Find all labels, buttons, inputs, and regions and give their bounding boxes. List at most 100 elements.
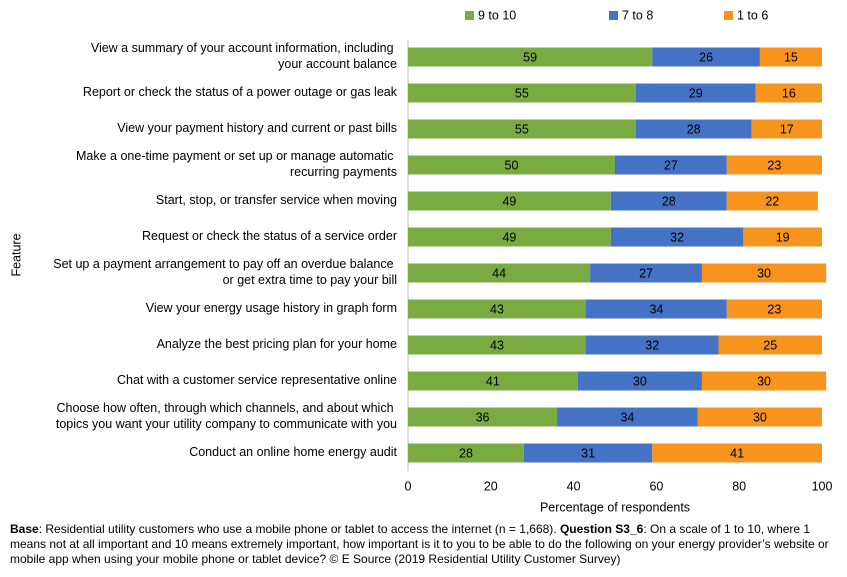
x-tick-label: 0: [405, 479, 412, 493]
y-tick-label: Conduct an online home energy audit: [189, 445, 397, 459]
bar-segment: [755, 83, 822, 103]
bar-segment: [701, 371, 827, 391]
y-axis-title: Feature: [9, 233, 23, 276]
bar-segment: [408, 263, 591, 283]
y-tick-label: Chat with a customer service representat…: [117, 373, 397, 387]
bar-segment: [590, 263, 702, 283]
bar-segment: [408, 47, 653, 67]
y-tick-label: Set up a payment arrangement to pay off …: [53, 257, 397, 287]
bar-segment: [652, 47, 760, 67]
data-label: 22: [765, 194, 779, 208]
bar-segment: [610, 227, 744, 247]
bar-segment: [759, 47, 822, 67]
data-label: 28: [662, 194, 676, 208]
bar-segment: [408, 227, 611, 247]
data-label: 30: [753, 410, 767, 424]
bar-segment: [523, 443, 653, 463]
data-label: 28: [687, 122, 701, 136]
data-label: 49: [502, 230, 516, 244]
bar-segment: [557, 407, 698, 427]
data-label: 30: [757, 266, 771, 280]
data-label: 41: [730, 446, 744, 460]
data-label: 30: [633, 374, 647, 388]
bar-segment: [718, 335, 822, 355]
bar-segment: [408, 119, 636, 139]
legend-swatch: [465, 11, 474, 20]
bar-segment: [610, 191, 727, 211]
y-tick-label: Analyze the best pricing plan for your h…: [157, 337, 397, 351]
data-label: 50: [505, 158, 519, 172]
data-label: 44: [492, 266, 506, 280]
data-label: 34: [649, 302, 663, 316]
legend-swatch: [609, 11, 618, 20]
bar-segment: [726, 299, 822, 319]
x-tick-label: 80: [732, 479, 746, 493]
y-tick-label: Choose how often, through which channels…: [56, 401, 397, 431]
bar-segment: [635, 83, 756, 103]
bar-segment: [652, 443, 822, 463]
bar-segment: [635, 119, 752, 139]
data-label: 19: [776, 230, 790, 244]
y-tick-label: Request or check the status of a service…: [142, 229, 397, 243]
data-label: 28: [459, 446, 473, 460]
y-tick-label: View your payment history and current or…: [117, 121, 397, 135]
data-label: 17: [780, 122, 794, 136]
data-label: 29: [689, 86, 703, 100]
legend-swatch: [724, 11, 733, 20]
data-label: 25: [763, 338, 777, 352]
data-label: 31: [581, 446, 595, 460]
data-label: 55: [515, 86, 529, 100]
bar-segment: [577, 371, 702, 391]
footnote-text: : On a scale of 1 to 10, where 1 means n…: [10, 522, 829, 566]
data-label: 27: [664, 158, 678, 172]
y-tick-label: Make a one-time payment or set up or man…: [76, 149, 397, 179]
footnote: Base: Residential utility customers who …: [10, 522, 840, 567]
data-label: 23: [767, 302, 781, 316]
data-label: 41: [486, 374, 500, 388]
data-label: 16: [782, 86, 796, 100]
bar-segment: [408, 443, 524, 463]
x-axis-title: Percentage of respondents: [540, 500, 690, 514]
footnote-text: : Residential utility customers who use …: [38, 522, 560, 536]
bar-segment: [751, 119, 822, 139]
data-label: 32: [645, 338, 659, 352]
chart: Feature Percentage of respondents 0 20 40 6…: [9, 8, 833, 514]
legend-label: 7 to 8: [622, 8, 653, 22]
y-tick-label: View your energy usage history in graph …: [146, 301, 397, 315]
data-label: 49: [502, 194, 516, 208]
bar-segment: [408, 335, 587, 355]
legend-label: 9 to 10: [478, 8, 516, 22]
data-label: 15: [784, 50, 798, 64]
data-label: 30: [757, 374, 771, 388]
bar-segment: [615, 155, 727, 175]
bar-segment: [701, 263, 827, 283]
data-label: 26: [699, 50, 713, 64]
data-label: 43: [490, 302, 504, 316]
data-label: 34: [620, 410, 634, 424]
x-tick-label: 100: [812, 479, 833, 493]
bar-segment: [408, 155, 615, 175]
bar-segment: [726, 155, 822, 175]
data-label: 43: [490, 338, 504, 352]
bar-segment: [408, 83, 636, 103]
bar-segment: [586, 299, 727, 319]
y-tick-label: Report or check the status of a power ou…: [83, 85, 398, 99]
bar-segment: [408, 371, 578, 391]
footnote-bold: Base: [10, 522, 39, 536]
x-tick-label: 20: [484, 479, 498, 493]
data-label: 36: [476, 410, 490, 424]
y-tick-label: View a summary of your account informati…: [91, 41, 397, 71]
bar-segment: [408, 407, 558, 427]
bar-segment: [408, 191, 611, 211]
x-tick-label: 60: [649, 479, 663, 493]
data-label: 55: [515, 122, 529, 136]
data-label: 23: [767, 158, 781, 172]
bar-segment: [726, 191, 818, 211]
bar-segment: [408, 299, 587, 319]
bar-segment: [697, 407, 822, 427]
footnote-bold: Question S3_6: [559, 522, 644, 536]
data-label: 59: [523, 50, 537, 64]
bar-segment: [586, 335, 719, 355]
bar-segment: [743, 227, 822, 247]
data-label: 27: [639, 266, 653, 280]
